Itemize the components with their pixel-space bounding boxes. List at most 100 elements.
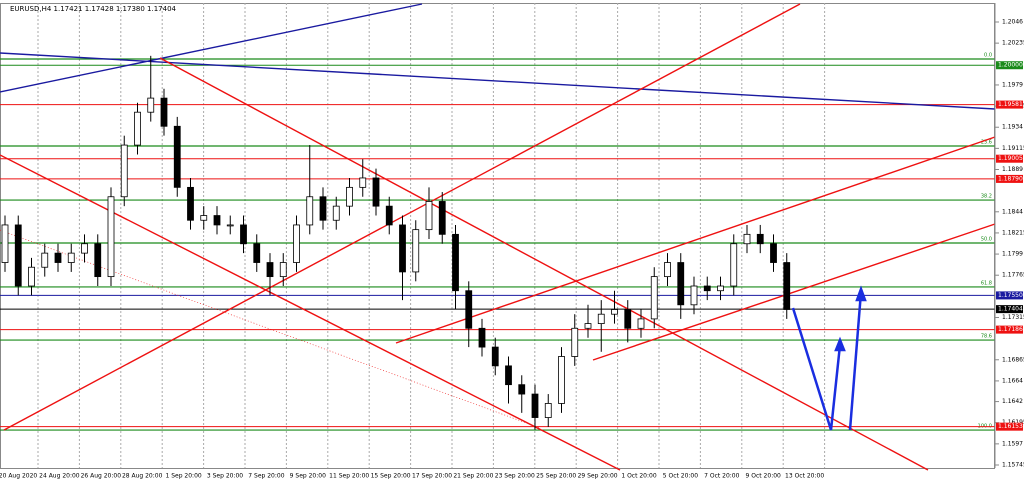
candle-body	[293, 224, 300, 263]
candle-body	[465, 290, 473, 329]
candle-body	[226, 224, 234, 227]
fib-label: 50.0	[981, 236, 992, 242]
x-tick-label: 11 Sep 20:00	[329, 473, 369, 480]
candle-body	[14, 224, 22, 287]
x-tick-label: 1 Oct 20:00	[621, 473, 656, 480]
y-tick-label: 1.15745	[1002, 462, 1024, 469]
x-tick-label: 1 Sep 20:00	[165, 473, 201, 480]
candle-body	[134, 111, 141, 146]
candle-body	[571, 327, 579, 357]
candle-body	[518, 384, 526, 395]
y-tick-label: 1.1799	[1002, 251, 1023, 258]
candle-body	[1, 224, 9, 263]
y-tick-label: 1.16865	[1002, 356, 1024, 363]
candle-body	[597, 313, 605, 324]
fib-label: 23.6	[981, 140, 992, 146]
candle-body	[703, 285, 711, 292]
candle-body	[730, 243, 738, 287]
x-tick-label: 3 Sep 20:00	[207, 473, 243, 480]
y-tick-label: 1.18215	[1002, 229, 1024, 236]
candle-body	[187, 186, 194, 221]
candle-body	[332, 205, 340, 221]
x-tick-label: 7 Sep 20:00	[248, 473, 284, 480]
y-tick-label: 1.20235	[1002, 40, 1024, 47]
level-label: 1.16153	[998, 423, 1023, 430]
candle-body	[690, 285, 698, 306]
candle-body	[399, 224, 406, 273]
candle-body	[94, 243, 102, 278]
candle-body	[240, 224, 247, 245]
candle-body	[425, 201, 433, 231]
y-tick-label: 1.1889	[1002, 166, 1023, 173]
x-tick-label: 15 Sep 20:00	[371, 473, 411, 480]
x-tick-label: 21 Sep 20:00	[453, 473, 493, 480]
candle-body	[624, 309, 632, 329]
x-tick-label: 29 Sep 20:00	[578, 473, 618, 480]
candle-body	[107, 196, 115, 278]
candle-body	[279, 262, 287, 278]
level-tag	[996, 61, 1023, 70]
x-tick-label: 25 Sep 20:00	[536, 473, 576, 480]
level-tag	[996, 325, 1023, 334]
candle-body	[584, 323, 592, 329]
level-label: 1.18790	[998, 175, 1023, 182]
candle-body	[664, 262, 671, 278]
candle-body	[717, 285, 724, 292]
x-tick-label: 13 Oct 20:00	[785, 473, 824, 480]
candle-body	[306, 196, 314, 226]
candle-body	[650, 276, 658, 320]
candle-body	[637, 318, 645, 329]
candle-body	[253, 243, 261, 263]
y-tick-label: 1.2046	[1002, 19, 1023, 26]
candle-body	[67, 252, 75, 263]
candle-body	[783, 262, 791, 310]
candle-body	[81, 243, 88, 254]
y-tick-label: 1.1934	[1002, 124, 1023, 131]
x-tick-label: 17 Sep 20:00	[412, 473, 452, 480]
candle-body	[611, 309, 618, 315]
candle-body	[438, 201, 446, 235]
candle-body	[743, 233, 751, 245]
level-label: 1.19005	[998, 155, 1023, 162]
candle-body	[200, 215, 208, 221]
candle-body	[213, 215, 221, 226]
x-tick-label: 26 Aug 20:00	[81, 473, 122, 480]
y-tick-label: 1.1664	[1002, 377, 1023, 384]
candle-body	[770, 243, 777, 263]
fib-label: 38.2	[981, 194, 992, 200]
x-tick-label: 20 Aug 2020	[0, 473, 37, 480]
candle-body	[147, 97, 155, 113]
y-tick-label: 1.1642	[1002, 398, 1023, 405]
x-tick-label: 9 Sep 20:00	[290, 473, 326, 480]
candle-body	[266, 262, 274, 278]
candle-body	[28, 266, 35, 287]
y-tick-label: 1.1597	[1002, 440, 1023, 447]
y-tick-label: 1.17765	[1002, 272, 1024, 279]
x-tick-label: 28 Aug 20:00	[122, 473, 163, 480]
y-tick-label: 1.1979	[1002, 81, 1023, 88]
level-label: 1.17186	[998, 326, 1023, 333]
level-label: 1.19581	[998, 101, 1023, 108]
candle-body	[41, 252, 49, 268]
candle-body	[120, 144, 128, 198]
candle-body	[531, 393, 539, 418]
candle-body	[385, 205, 393, 226]
y-tick-label: 1.19115	[1002, 145, 1024, 152]
candle-body	[491, 346, 499, 367]
candle-body	[359, 177, 367, 188]
candle-body	[346, 186, 353, 207]
level-label: 1.17404	[998, 306, 1023, 313]
x-tick-label: 7 Oct 20:00	[704, 473, 739, 480]
level-tag	[996, 305, 1023, 314]
level-label: 1.17550	[998, 292, 1023, 299]
y-tick-label: 1.17315	[1002, 314, 1024, 321]
fib-label: 0.0	[984, 53, 992, 59]
candle-body	[452, 233, 459, 292]
candle-body	[372, 177, 380, 207]
candle-body	[54, 252, 62, 263]
level-tag	[996, 291, 1023, 300]
level-tag	[996, 100, 1023, 109]
level-tag	[996, 174, 1023, 183]
